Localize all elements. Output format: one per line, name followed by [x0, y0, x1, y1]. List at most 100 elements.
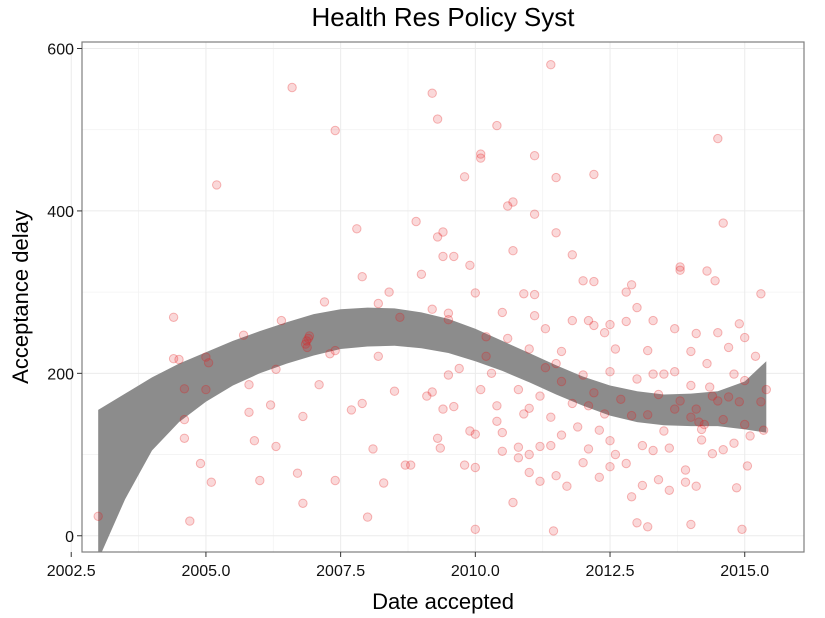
data-point: [670, 404, 680, 414]
x-axis-title: Date accepted: [372, 589, 514, 614]
data-point: [696, 435, 707, 445]
data-point: [691, 404, 701, 414]
data-point: [643, 522, 653, 532]
data-point: [513, 442, 524, 452]
data-point: [605, 367, 615, 377]
data-point: [707, 391, 718, 401]
data-point: [664, 485, 674, 495]
data-point: [168, 312, 179, 322]
data-point: [605, 462, 615, 472]
panel-border: [81, 41, 805, 553]
data-point: [470, 288, 480, 298]
data-point: [718, 445, 728, 455]
data-point: [330, 475, 340, 486]
data-point: [529, 311, 540, 321]
data-point: [742, 461, 753, 471]
data-point: [432, 433, 443, 443]
data-point: [427, 387, 437, 397]
data-point: [750, 351, 761, 361]
scatter-points: [93, 59, 771, 536]
data-point: [255, 475, 265, 486]
data-point: [718, 414, 728, 425]
data-point: [610, 344, 621, 354]
data-point: [696, 424, 707, 435]
data-point: [435, 443, 445, 453]
data-point: [691, 481, 701, 491]
data-point: [503, 333, 513, 344]
data-point: [729, 438, 739, 448]
data-point: [325, 349, 335, 359]
data-point: [680, 477, 691, 487]
data-point: [702, 358, 712, 369]
data-point: [470, 429, 480, 439]
data-point: [626, 492, 637, 502]
data-point: [529, 209, 540, 219]
data-point: [589, 169, 599, 180]
data-point: [632, 518, 642, 528]
data-point: [244, 407, 254, 417]
data-point: [508, 497, 518, 508]
data-point: [298, 411, 308, 422]
data-point: [546, 440, 556, 451]
data-point: [492, 120, 502, 131]
data-point: [416, 269, 427, 279]
data-point: [524, 403, 534, 413]
data-point: [93, 511, 103, 521]
data-point: [373, 298, 383, 309]
x-tick-label: 2005.0: [181, 563, 230, 580]
data-point: [206, 477, 217, 487]
data-point: [632, 374, 642, 384]
data-point: [578, 370, 588, 380]
data-point: [319, 297, 330, 307]
data-point: [432, 114, 443, 124]
data-point: [702, 266, 712, 276]
data-point: [513, 384, 524, 395]
data-point: [449, 251, 459, 262]
data-point: [578, 458, 588, 468]
data-point: [201, 384, 211, 395]
data-point: [524, 449, 534, 460]
confidence-band-area: [98, 307, 767, 552]
data-point: [179, 414, 190, 425]
data-point: [621, 316, 631, 327]
data-point: [519, 409, 529, 419]
data-point: [605, 436, 615, 446]
data-point: [589, 388, 599, 398]
data-point: [653, 475, 664, 485]
data-point: [648, 315, 658, 326]
data-point: [737, 524, 747, 534]
data-point: [626, 410, 637, 421]
data-point: [438, 227, 448, 237]
data-point: [710, 276, 720, 286]
data-point: [179, 384, 190, 394]
y-tick-label: 600: [47, 41, 74, 58]
data-point: [443, 308, 454, 318]
data-point: [303, 333, 313, 344]
data-point: [548, 526, 559, 536]
data-point: [212, 180, 222, 190]
data-point: [476, 149, 486, 159]
data-point: [670, 367, 680, 377]
data-point: [357, 398, 367, 409]
data-point: [389, 386, 400, 396]
data-point: [481, 332, 491, 342]
data-point: [756, 397, 766, 407]
data-point: [718, 218, 728, 228]
data-point: [238, 330, 249, 340]
data-point: [573, 422, 583, 432]
data-point: [610, 449, 621, 460]
data-point: [185, 516, 195, 526]
data-point: [556, 346, 567, 357]
x-tick-label: 2007.5: [316, 563, 365, 580]
data-point: [713, 396, 723, 406]
data-point: [551, 228, 561, 238]
data-point: [616, 394, 626, 404]
data-point: [694, 417, 704, 427]
data-point: [643, 410, 653, 420]
y-tick-label: 200: [47, 366, 74, 383]
data-point: [513, 453, 524, 463]
data-point: [304, 331, 315, 341]
data-point: [302, 336, 312, 346]
data-point: [449, 401, 459, 412]
data-point: [287, 82, 297, 93]
